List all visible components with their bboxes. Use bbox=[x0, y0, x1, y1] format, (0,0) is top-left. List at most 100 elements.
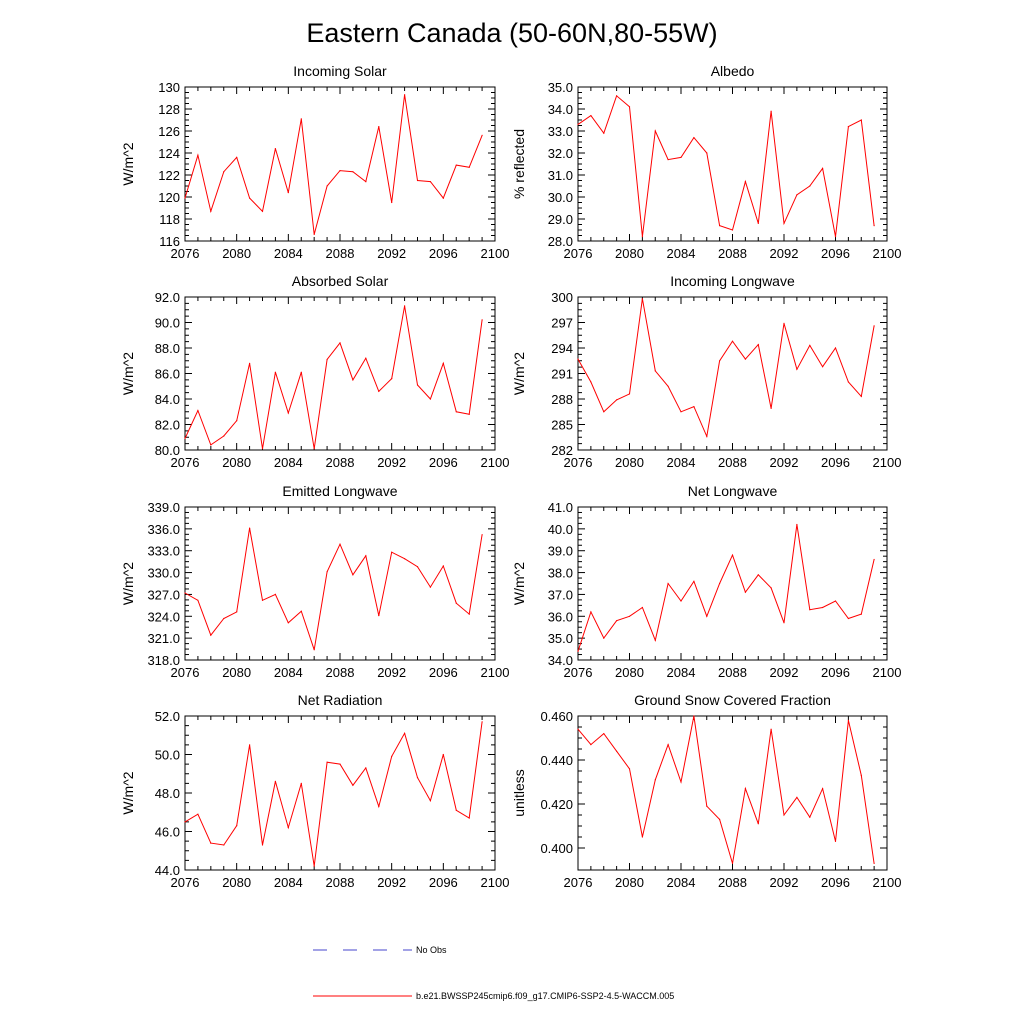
data-point bbox=[616, 750, 618, 752]
y-tick-label: 52.0 bbox=[155, 709, 180, 724]
data-point bbox=[577, 358, 579, 360]
x-tick-label: 2076 bbox=[564, 665, 593, 680]
data-point bbox=[210, 444, 212, 446]
data-point bbox=[616, 620, 618, 622]
data-point bbox=[287, 412, 289, 414]
data-point bbox=[796, 368, 798, 370]
y-tick-label: 46.0 bbox=[155, 825, 180, 840]
data-point bbox=[654, 370, 656, 372]
data-point bbox=[274, 780, 276, 783]
data-point bbox=[847, 126, 850, 128]
y-tick-label: 80.0 bbox=[155, 443, 180, 458]
data-point bbox=[455, 809, 457, 811]
data-point bbox=[680, 781, 682, 783]
data-point bbox=[261, 448, 264, 450]
data-point bbox=[809, 816, 811, 818]
data-point bbox=[313, 649, 315, 651]
y-tick-label: 336.0 bbox=[147, 522, 180, 537]
x-tick-label: 2084 bbox=[667, 246, 696, 261]
data-point bbox=[404, 558, 406, 560]
data-point bbox=[719, 360, 721, 362]
data-point bbox=[391, 551, 393, 553]
data-point bbox=[590, 381, 592, 383]
data-point bbox=[603, 411, 605, 413]
data-point bbox=[770, 587, 772, 589]
data-point bbox=[603, 132, 605, 134]
data-point bbox=[680, 600, 682, 602]
data-point bbox=[287, 192, 289, 194]
x-tick-label: 2088 bbox=[326, 246, 355, 261]
data-point bbox=[365, 555, 367, 557]
data-point bbox=[783, 622, 785, 624]
panel-title: Absorbed Solar bbox=[292, 273, 389, 289]
data-point bbox=[223, 171, 225, 173]
plot-frame bbox=[577, 506, 888, 661]
data-point bbox=[577, 123, 579, 125]
data-point bbox=[796, 523, 798, 526]
series-line bbox=[577, 715, 875, 864]
x-tick-label: 2076 bbox=[171, 246, 200, 261]
data-point bbox=[654, 779, 656, 781]
x-tick-label: 2084 bbox=[274, 875, 303, 890]
data-point bbox=[442, 753, 444, 756]
y-tick-label: 297 bbox=[551, 316, 573, 331]
y-tick-label: 36.0 bbox=[548, 609, 573, 624]
x-tick-label: 2076 bbox=[564, 875, 593, 890]
data-point bbox=[442, 197, 444, 199]
data-point bbox=[719, 582, 721, 585]
data-point bbox=[744, 591, 747, 593]
chart-panel: 2076 2080 2084 2088 2092 2096 2100 116 118 120 122… bbox=[120, 63, 509, 261]
data-point bbox=[223, 844, 225, 846]
data-point bbox=[693, 580, 695, 582]
data-point bbox=[313, 233, 315, 235]
y-axis-label: W/m^2 bbox=[120, 562, 136, 605]
data-point bbox=[236, 156, 238, 158]
data-point bbox=[300, 371, 302, 373]
data-point bbox=[416, 179, 419, 182]
x-tick-label: 2084 bbox=[667, 875, 696, 890]
chart-panel: 2076 2080 2084 2088 2092 2096 2100 282 285 288 291… bbox=[511, 273, 901, 470]
x-tick-label: 2092 bbox=[377, 665, 406, 680]
panel-title: Net Radiation bbox=[298, 692, 383, 708]
y-tick-label: 88.0 bbox=[155, 341, 180, 356]
data-point bbox=[197, 409, 199, 412]
x-tick-label: 2080 bbox=[615, 665, 644, 680]
data-point bbox=[300, 118, 302, 120]
data-point bbox=[287, 827, 289, 829]
y-tick-label: 330.0 bbox=[147, 566, 180, 581]
y-tick-label: 294 bbox=[551, 341, 573, 356]
data-point bbox=[873, 862, 875, 865]
data-point bbox=[352, 574, 354, 576]
x-tick-label: 2096 bbox=[429, 246, 458, 261]
data-point bbox=[365, 767, 367, 769]
data-point bbox=[757, 574, 759, 576]
data-point bbox=[378, 390, 380, 392]
data-point bbox=[873, 225, 875, 227]
chart-panel: 2076 2080 2084 2088 2092 2096 2100 0.400 0.420 0.… bbox=[511, 692, 901, 890]
data-point bbox=[860, 774, 862, 777]
data-point bbox=[783, 222, 785, 224]
series-line bbox=[184, 528, 483, 650]
chart-panel: 2076 2080 2084 2088 2092 2096 2100 318.0 321.0 32… bbox=[120, 483, 509, 680]
data-point bbox=[197, 813, 199, 815]
data-point bbox=[860, 613, 862, 615]
data-point bbox=[339, 763, 341, 765]
x-tick-label: 2088 bbox=[326, 665, 355, 680]
data-point bbox=[481, 534, 483, 536]
x-tick-label: 2088 bbox=[326, 875, 355, 890]
data-point bbox=[706, 805, 708, 807]
y-tick-label: 126 bbox=[158, 124, 180, 139]
data-point bbox=[770, 728, 772, 730]
y-tick-label: 30.0 bbox=[548, 190, 573, 205]
x-tick-label: 2080 bbox=[222, 665, 251, 680]
y-tick-label: 130 bbox=[158, 80, 180, 95]
data-point bbox=[274, 593, 276, 596]
y-tick-label: 82.0 bbox=[155, 418, 180, 433]
data-point bbox=[287, 622, 289, 624]
x-tick-label: 2100 bbox=[873, 455, 902, 470]
data-point bbox=[326, 761, 328, 763]
x-tick-label: 2088 bbox=[326, 455, 355, 470]
data-point bbox=[731, 554, 734, 556]
data-point bbox=[719, 225, 721, 227]
